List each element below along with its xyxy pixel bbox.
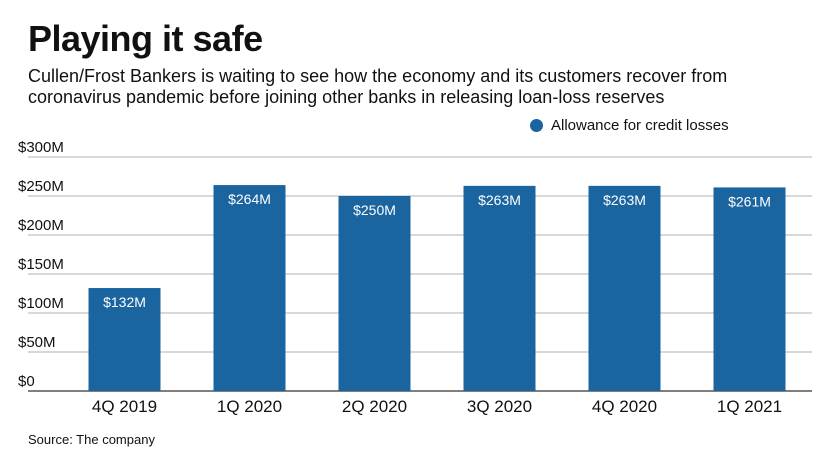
y-tick-label: $200M [18, 217, 64, 234]
y-tick-label: $150M [18, 256, 64, 273]
y-tick-label: $300M [18, 139, 64, 156]
y-tick-label: $100M [18, 295, 64, 312]
x-tick-label: 4Q 2020 [592, 397, 657, 416]
bar [213, 185, 286, 391]
bar-value-labels: $132M $264M $250M $263M $263M $261M [103, 191, 771, 310]
chart-title: Playing it safe [28, 18, 263, 59]
y-axis-tick-labels: $0 $50M $100M $150M $200M $250M $300M [18, 139, 64, 390]
y-tick-label: $50M [18, 334, 56, 351]
x-tick-label: 4Q 2019 [92, 397, 157, 416]
x-tick-label: 3Q 2020 [467, 397, 532, 416]
bar-value-label: $250M [353, 202, 396, 218]
legend-swatch [530, 119, 543, 132]
bar [338, 196, 411, 391]
x-axis-tick-labels: 4Q 2019 1Q 2020 2Q 2020 3Q 2020 4Q 2020 1Q 20… [92, 397, 782, 416]
bars [88, 185, 786, 391]
chart-subtitle: Cullen/Frost Bankers is waiting to see h… [28, 66, 728, 107]
bar-value-label: $263M [478, 192, 521, 208]
bar-value-label: $132M [103, 294, 146, 310]
x-tick-label: 1Q 2020 [217, 397, 282, 416]
source-note: Source: The company [28, 432, 155, 447]
bar [88, 288, 161, 391]
bar-value-label: $261M [728, 193, 771, 209]
bar [463, 185, 536, 391]
bar-value-label: $263M [603, 192, 646, 208]
y-tick-label: $250M [18, 178, 64, 195]
legend-label: Allowance for credit losses [551, 117, 729, 134]
x-tick-label: 2Q 2020 [342, 397, 407, 416]
bar [713, 187, 786, 391]
bar-value-label: $264M [228, 191, 271, 207]
chart-legend: Allowance for credit losses [530, 117, 729, 134]
y-tick-label: $0 [18, 373, 35, 390]
bar [588, 185, 661, 391]
x-tick-label: 1Q 2021 [717, 397, 782, 416]
